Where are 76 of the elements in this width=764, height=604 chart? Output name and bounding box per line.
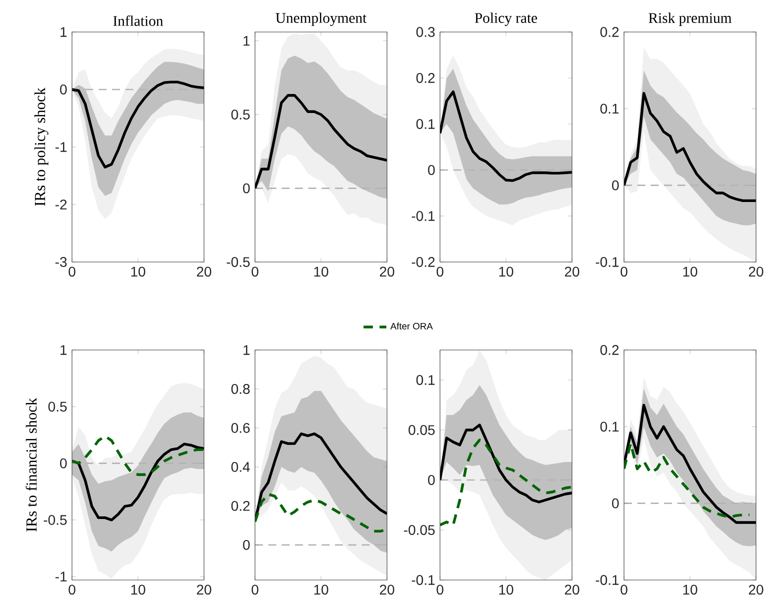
line-series	[440, 438, 572, 526]
y-tick-label: 0	[612, 498, 619, 508]
y-tick-label: 0.4	[231, 462, 250, 472]
y-tick-label: -0.2	[412, 257, 435, 267]
x-tick-label: 10	[683, 266, 698, 277]
y-tick-label: -0.05	[404, 525, 435, 535]
y-tick-label: 1	[60, 345, 67, 355]
y-tick-label: 0.3	[416, 27, 435, 37]
x-tick-label: 20	[196, 266, 212, 277]
y-tick-label: -3	[55, 257, 67, 267]
line-series	[255, 94, 388, 190]
line-series	[72, 434, 204, 476]
y-tick-label: -0.5	[226, 257, 250, 267]
y-tick-label: 1	[244, 345, 250, 355]
y-tick-label: -1	[55, 572, 67, 582]
y-tick-label: 0.2	[600, 345, 619, 355]
y-tick-label: 0.1	[600, 104, 619, 114]
x-tick-label: 20	[380, 584, 394, 595]
y-tick-label: 0.2	[231, 500, 250, 511]
x-tick-label: 20	[564, 584, 580, 595]
x-tick-label: 0	[252, 584, 258, 595]
x-tick-label: 0	[620, 266, 628, 277]
y-tick-label: -2	[55, 200, 67, 210]
x-tick-label: 0	[252, 266, 258, 277]
y-tick-label: 0.6	[231, 423, 250, 433]
y-tick-label: -0.1	[596, 257, 619, 267]
y-tick-label: 0.8	[231, 384, 250, 394]
legend-label: After ORA	[390, 322, 433, 330]
y-tick-label: 0.1	[416, 375, 435, 385]
y-tick-label: 0.5	[231, 110, 250, 120]
line-series	[72, 80, 204, 168]
y-tick-label: 0	[428, 475, 435, 485]
y-tick-label: 0.5	[48, 402, 67, 412]
x-tick-label: 20	[380, 266, 394, 277]
x-tick-label: 10	[499, 266, 514, 277]
y-axis-title: IRs to financial shock	[26, 398, 37, 532]
y-tick-label: 0	[428, 165, 435, 175]
y-tick-label: 0	[60, 458, 67, 468]
x-tick-label: 20	[564, 266, 580, 277]
y-tick-label: 0.2	[600, 27, 619, 37]
y-tick-label: 0	[243, 540, 250, 550]
x-tick-label: 10	[499, 584, 514, 595]
y-tick-label: 0	[60, 84, 67, 94]
y-axis-title: IRs to policy shock	[34, 88, 48, 206]
x-tick-label: 10	[683, 584, 698, 595]
y-tick-label: -0.1	[596, 575, 619, 585]
y-tick-label: -0.1	[412, 211, 435, 221]
x-tick-label: 0	[620, 584, 628, 595]
y-tick-label: 1	[244, 36, 250, 46]
x-tick-label: 10	[314, 266, 328, 277]
chart-title: Policy rate	[474, 12, 538, 26]
y-tick-label: 0	[243, 183, 250, 194]
x-tick-label: 20	[748, 584, 764, 595]
x-tick-label: 20	[748, 266, 764, 277]
x-tick-label: 0	[436, 584, 444, 595]
y-tick-label: 0.1	[416, 119, 435, 129]
x-tick-label: 10	[131, 584, 146, 595]
chart-title: Risk premium	[648, 12, 732, 26]
y-tick-label: 1	[60, 27, 67, 37]
y-tick-label: 0.1	[600, 422, 619, 432]
y-tick-label: 0.2	[416, 73, 435, 83]
x-tick-label: 10	[314, 584, 328, 595]
x-tick-label: 20	[196, 584, 212, 595]
x-tick-label: 10	[131, 266, 146, 277]
y-tick-label: 0	[612, 180, 619, 190]
x-tick-label: 0	[68, 584, 76, 595]
y-tick-label: -0.5	[44, 515, 67, 525]
y-tick-label: -1	[55, 142, 67, 152]
y-tick-label: -0.1	[412, 575, 435, 585]
x-tick-label: 0	[68, 266, 76, 277]
chart-title: Unemployment	[276, 12, 367, 26]
y-tick-label: 0.05	[408, 425, 435, 435]
line-series	[624, 442, 751, 518]
chart-title: Inflation	[113, 15, 164, 26]
line-series	[440, 424, 572, 504]
x-tick-label: 0	[436, 266, 444, 277]
